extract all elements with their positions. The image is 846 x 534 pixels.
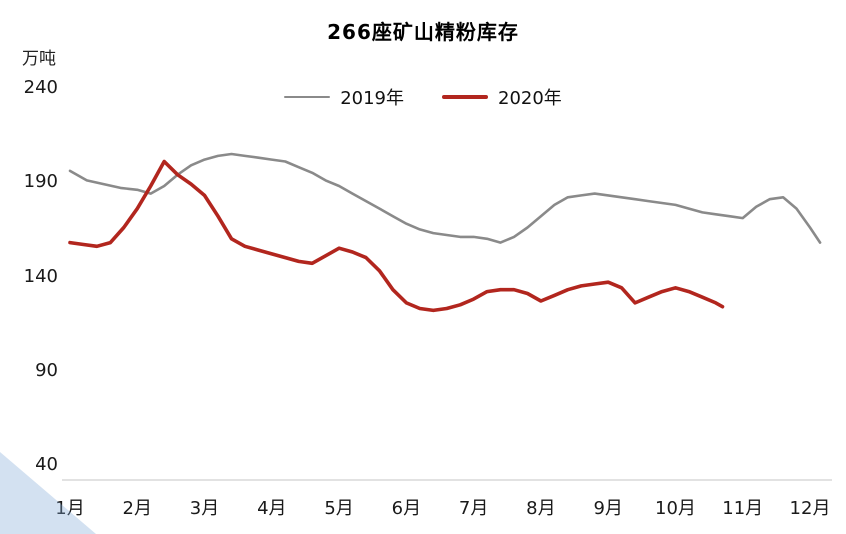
x-tick-label: 12月	[789, 498, 831, 519]
legend-line-swatch	[442, 95, 488, 99]
legend-item: 2020年	[442, 84, 562, 110]
chart-title: 266座矿山精粉库存	[327, 20, 519, 44]
x-tick-label: 10月	[655, 498, 696, 519]
x-tick-label: 4月	[257, 498, 287, 519]
series-line-2020	[68, 159, 725, 313]
x-tick-label: 2月	[122, 498, 152, 519]
x-tick-label: 6月	[391, 498, 422, 519]
legend-label: 2019年	[340, 88, 404, 109]
legend-item: 2019年	[284, 84, 404, 110]
y-tick-label: 90	[35, 359, 58, 381]
y-tick-label: 190	[23, 171, 58, 193]
x-tick-label: 7月	[458, 498, 489, 519]
x-tick-label: 5月	[324, 498, 354, 519]
y-tick-label: 40	[35, 454, 58, 475]
x-tick-label: 11月	[722, 498, 764, 519]
series-line-2019	[68, 152, 822, 244]
x-tick-label: 3月	[189, 498, 220, 519]
x-tick-label: 9月	[593, 498, 623, 519]
x-tick-label: 8月	[526, 498, 556, 519]
x-tick-label: 1月	[55, 498, 85, 519]
legend-line-swatch	[284, 95, 331, 99]
legend: 2019年 2020年	[0, 84, 846, 110]
y-tick-label: 140	[23, 265, 58, 287]
legend-label: 2020年	[498, 88, 562, 109]
y-tick-label: 240	[23, 77, 58, 98]
y-axis-unit-label: 万吨	[22, 49, 56, 69]
